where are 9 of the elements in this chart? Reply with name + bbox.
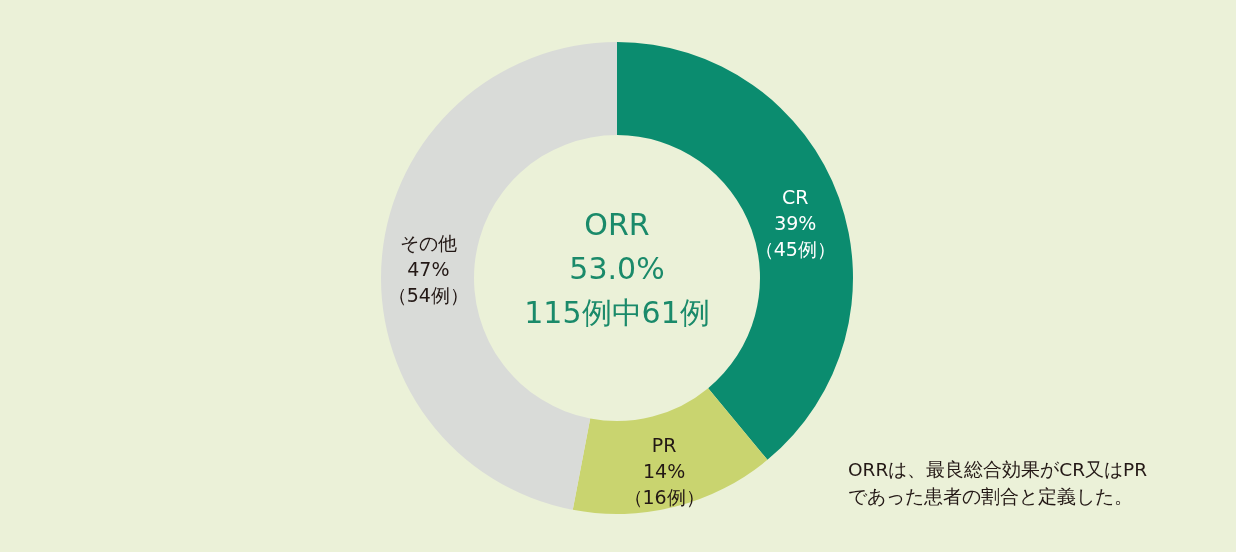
donut-slice <box>572 388 768 514</box>
data-label: 14% （16例） <box>623 459 705 508</box>
slice-label: その他 <box>399 232 457 255</box>
slice-label: CR <box>782 185 809 208</box>
text: ORRは、最良総合効果がCR又はPR であった患者の割合と定義した。 <box>848 459 1148 507</box>
text: ORR 53.0% 115例中61例 <box>524 207 710 330</box>
data-label: 47% （54例） <box>387 258 469 307</box>
slice-label: PR <box>651 433 677 456</box>
data-label: 39% （45例） <box>754 211 836 260</box>
